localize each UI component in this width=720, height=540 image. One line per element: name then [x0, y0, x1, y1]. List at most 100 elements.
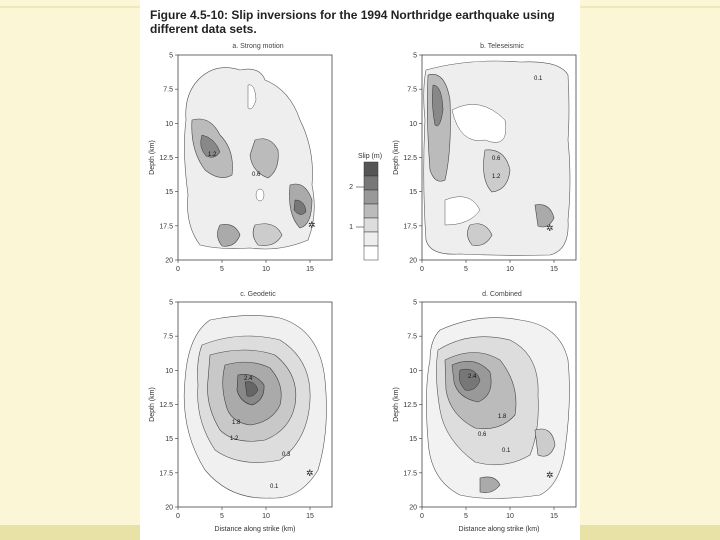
panel-b-contour-label-2: 0.6	[492, 156, 501, 162]
panel-c-ytick-0: 5	[169, 300, 173, 307]
panel-b-ylabel: Depth (km)	[393, 140, 400, 175]
panel-b-hypocenter-icon: ✲	[546, 223, 554, 233]
panel-c-ylabel: Depth (km)	[149, 387, 156, 422]
panel-a-outer-contour	[184, 67, 315, 250]
left-bottom-band	[0, 525, 140, 540]
panel-d-patch-right	[534, 428, 556, 457]
panel-d-ytick-3: 12.5	[403, 402, 417, 409]
panel-label-c: c. Geodetic	[240, 291, 276, 298]
colorbar-tick-2: 1	[349, 224, 353, 231]
colorbar-swatch-6	[363, 231, 379, 247]
panel-d-ylabel: Depth (km)	[393, 387, 400, 422]
panel-a-ytick-2: 10	[165, 121, 173, 128]
panel-b-contour-label-1: 0.1	[534, 76, 543, 82]
panel-d-contour-label-2: 1.8	[498, 414, 507, 420]
panel-c-ytick-4: 15	[165, 436, 173, 443]
panel-b-patch-3	[534, 204, 555, 228]
panel-c-hypocenter-icon: ✲	[306, 468, 314, 478]
panel-a-hole-1	[247, 84, 257, 110]
panel-d-ytick-4: 15	[409, 436, 417, 443]
left-top-stripe	[0, 6, 140, 8]
panel-d-patch-lower	[479, 476, 501, 493]
panel-b-xtick-2: 10	[506, 266, 514, 273]
panel-c-ytick-6: 20	[165, 505, 173, 512]
panel-a-hole-2	[255, 188, 265, 202]
panel-a-contour-label-2: 0.6	[252, 172, 261, 178]
panel-d-xlabel: Distance along strike (km)	[459, 526, 540, 533]
panel-c-ytick-2: 10	[165, 368, 173, 375]
panel-b-xtick-3: 15	[550, 266, 558, 273]
panel-a-contour-label-1: 1.2	[208, 152, 217, 158]
panel-d-xtick-3: 15	[550, 513, 558, 520]
panel-a-ytick-0: 5	[169, 53, 173, 60]
colorbar-tick-1: 2	[349, 184, 353, 191]
panel-a-xtick-1: 5	[220, 266, 224, 273]
panel-a-ytick-5: 17.5	[159, 223, 173, 230]
colorbar-swatch-7	[363, 245, 379, 261]
panel-b-ytick-3: 12.5	[403, 155, 417, 162]
panel-label-d: d. Combined	[482, 291, 522, 298]
panel-d-contour-label-4: 0.1	[502, 448, 511, 454]
panel-d-ytick-5: 17.5	[403, 470, 417, 477]
colorbar-swatch-5	[363, 217, 379, 233]
panel-a-patch-3-core	[293, 199, 307, 215]
panel-a: 1.2 0.6 ✲	[177, 54, 333, 261]
colorbar-swatch-1	[363, 161, 379, 177]
colorbar-swatch-2	[363, 175, 379, 191]
panel-d-contour-label-1: 2.4	[468, 374, 477, 380]
panel-a-xtick-2: 10	[262, 266, 270, 273]
colorbar-title: Slip (m)	[358, 153, 382, 160]
panel-b-ytick-6: 20	[409, 258, 417, 265]
panel-a-xtick-3: 15	[306, 266, 314, 273]
figure-title-line2: different data sets.	[150, 22, 257, 36]
figure-page: Figure 4.5-10: Slip inversions for the 1…	[140, 0, 580, 540]
panel-c-xtick-1: 5	[220, 513, 224, 520]
panel-c-xtick-0: 0	[176, 513, 180, 520]
panel-b-patch-1-core	[432, 84, 444, 127]
panel-b-ytick-1: 7.5	[407, 87, 417, 94]
panel-d: 2.4 1.8 0.6 0.1 ✲	[421, 301, 577, 508]
colorbar-swatch-4	[363, 203, 379, 219]
panel-c-contour-label-2: 1.8	[232, 420, 241, 426]
panel-d-contour-5	[458, 368, 481, 391]
panel-a-ytick-4: 15	[165, 189, 173, 196]
slip-figure: a. Strong motion b. Teleseismic c. Geode…	[149, 43, 577, 533]
panel-d-ytick-0: 5	[413, 300, 417, 307]
panel-d-xtick-1: 5	[464, 513, 468, 520]
panel-a-patch-4	[217, 224, 241, 247]
panel-a-ytick-6: 20	[165, 258, 173, 265]
colorbar-swatch-3	[363, 189, 379, 205]
panel-c-contour-6	[244, 381, 259, 397]
panel-b-hole-1	[451, 104, 507, 143]
panel-c-ytick-1: 7.5	[163, 334, 173, 341]
panel-b-xtick-0: 0	[420, 266, 424, 273]
panel-c-xtick-3: 15	[306, 513, 314, 520]
panel-d-hypocenter-icon: ✲	[546, 470, 554, 480]
panel-d-ytick-6: 20	[409, 505, 417, 512]
figure-title: Figure 4.5-10: Slip inversions for the 1…	[150, 8, 570, 36]
panel-d-contour-label-3: 0.6	[478, 432, 487, 438]
panel-a-xtick-0: 0	[176, 266, 180, 273]
panel-b-ytick-4: 15	[409, 189, 417, 196]
panel-d-xtick-0: 0	[420, 513, 424, 520]
panel-b-xtick-1: 5	[464, 266, 468, 273]
panel-a-ylabel: Depth (km)	[149, 140, 156, 175]
right-top-stripe	[580, 6, 720, 8]
panel-c-xlabel: Distance along strike (km)	[215, 526, 296, 533]
panel-label-b: b. Teleseismic	[480, 43, 524, 50]
colorbar: Slip (m) 2 1	[349, 153, 382, 261]
panel-a-patch-5	[252, 223, 283, 246]
panel-c-ytick-3: 12.5	[159, 402, 173, 409]
panel-b-ytick-2: 10	[409, 121, 417, 128]
panel-a-hypocenter-icon: ✲	[308, 220, 316, 230]
panel-b-hole-2	[444, 196, 481, 226]
panel-b-ytick-0: 5	[413, 53, 417, 60]
panel-c-contour-label-3: 1.2	[230, 436, 239, 442]
panel-a-patch-2	[249, 138, 279, 179]
panel-a-patch-1-core	[200, 134, 221, 158]
panel-b: 0.1 0.6 1.2 ✲	[421, 54, 577, 261]
panel-a-ytick-1: 7.5	[163, 87, 173, 94]
panel-c-ytick-5: 17.5	[159, 470, 173, 477]
panel-c-contour-label-4: 0.3	[282, 452, 291, 458]
panel-b-patch-2	[483, 149, 511, 193]
